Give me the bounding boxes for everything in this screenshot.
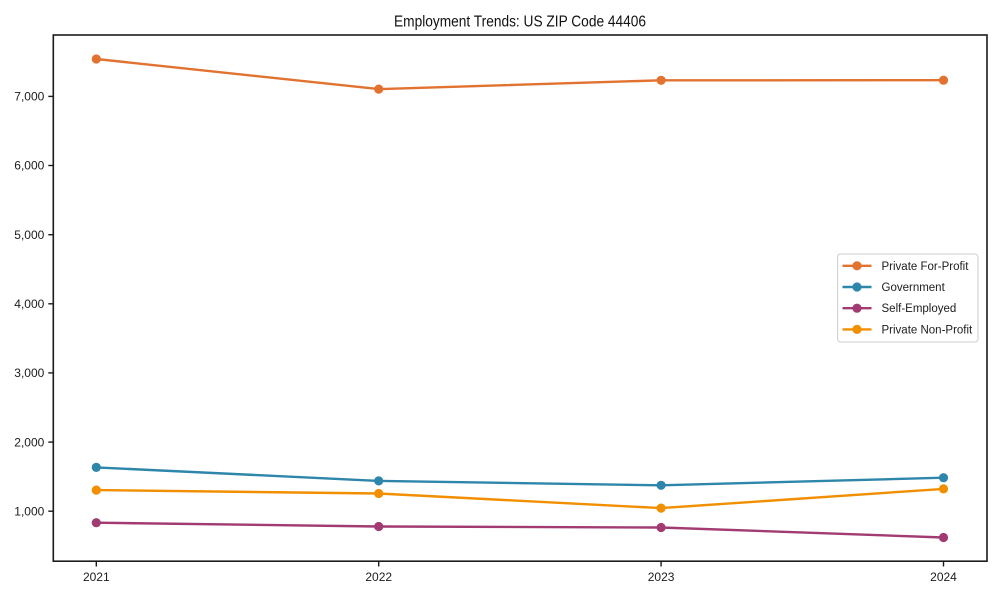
svg-text:2021: 2021: [83, 570, 110, 584]
svg-text:5,000: 5,000: [14, 228, 44, 242]
svg-text:Private For-Profit: Private For-Profit: [882, 261, 970, 273]
svg-text:3,000: 3,000: [14, 366, 44, 380]
svg-text:1,000: 1,000: [14, 504, 44, 518]
svg-text:2024: 2024: [930, 570, 957, 584]
svg-text:6,000: 6,000: [14, 159, 44, 173]
svg-text:Self-Employed: Self-Employed: [882, 303, 957, 315]
svg-text:Private Non-Profit: Private Non-Profit: [882, 324, 974, 336]
svg-text:4,000: 4,000: [14, 297, 44, 311]
svg-text:2,000: 2,000: [14, 435, 44, 449]
svg-text:Government: Government: [882, 282, 946, 294]
svg-text:Employment Trends: US ZIP Code: Employment Trends: US ZIP Code 44406: [394, 13, 646, 30]
svg-text:2022: 2022: [365, 570, 392, 584]
svg-text:7,000: 7,000: [14, 90, 44, 104]
svg-text:2023: 2023: [648, 570, 675, 584]
